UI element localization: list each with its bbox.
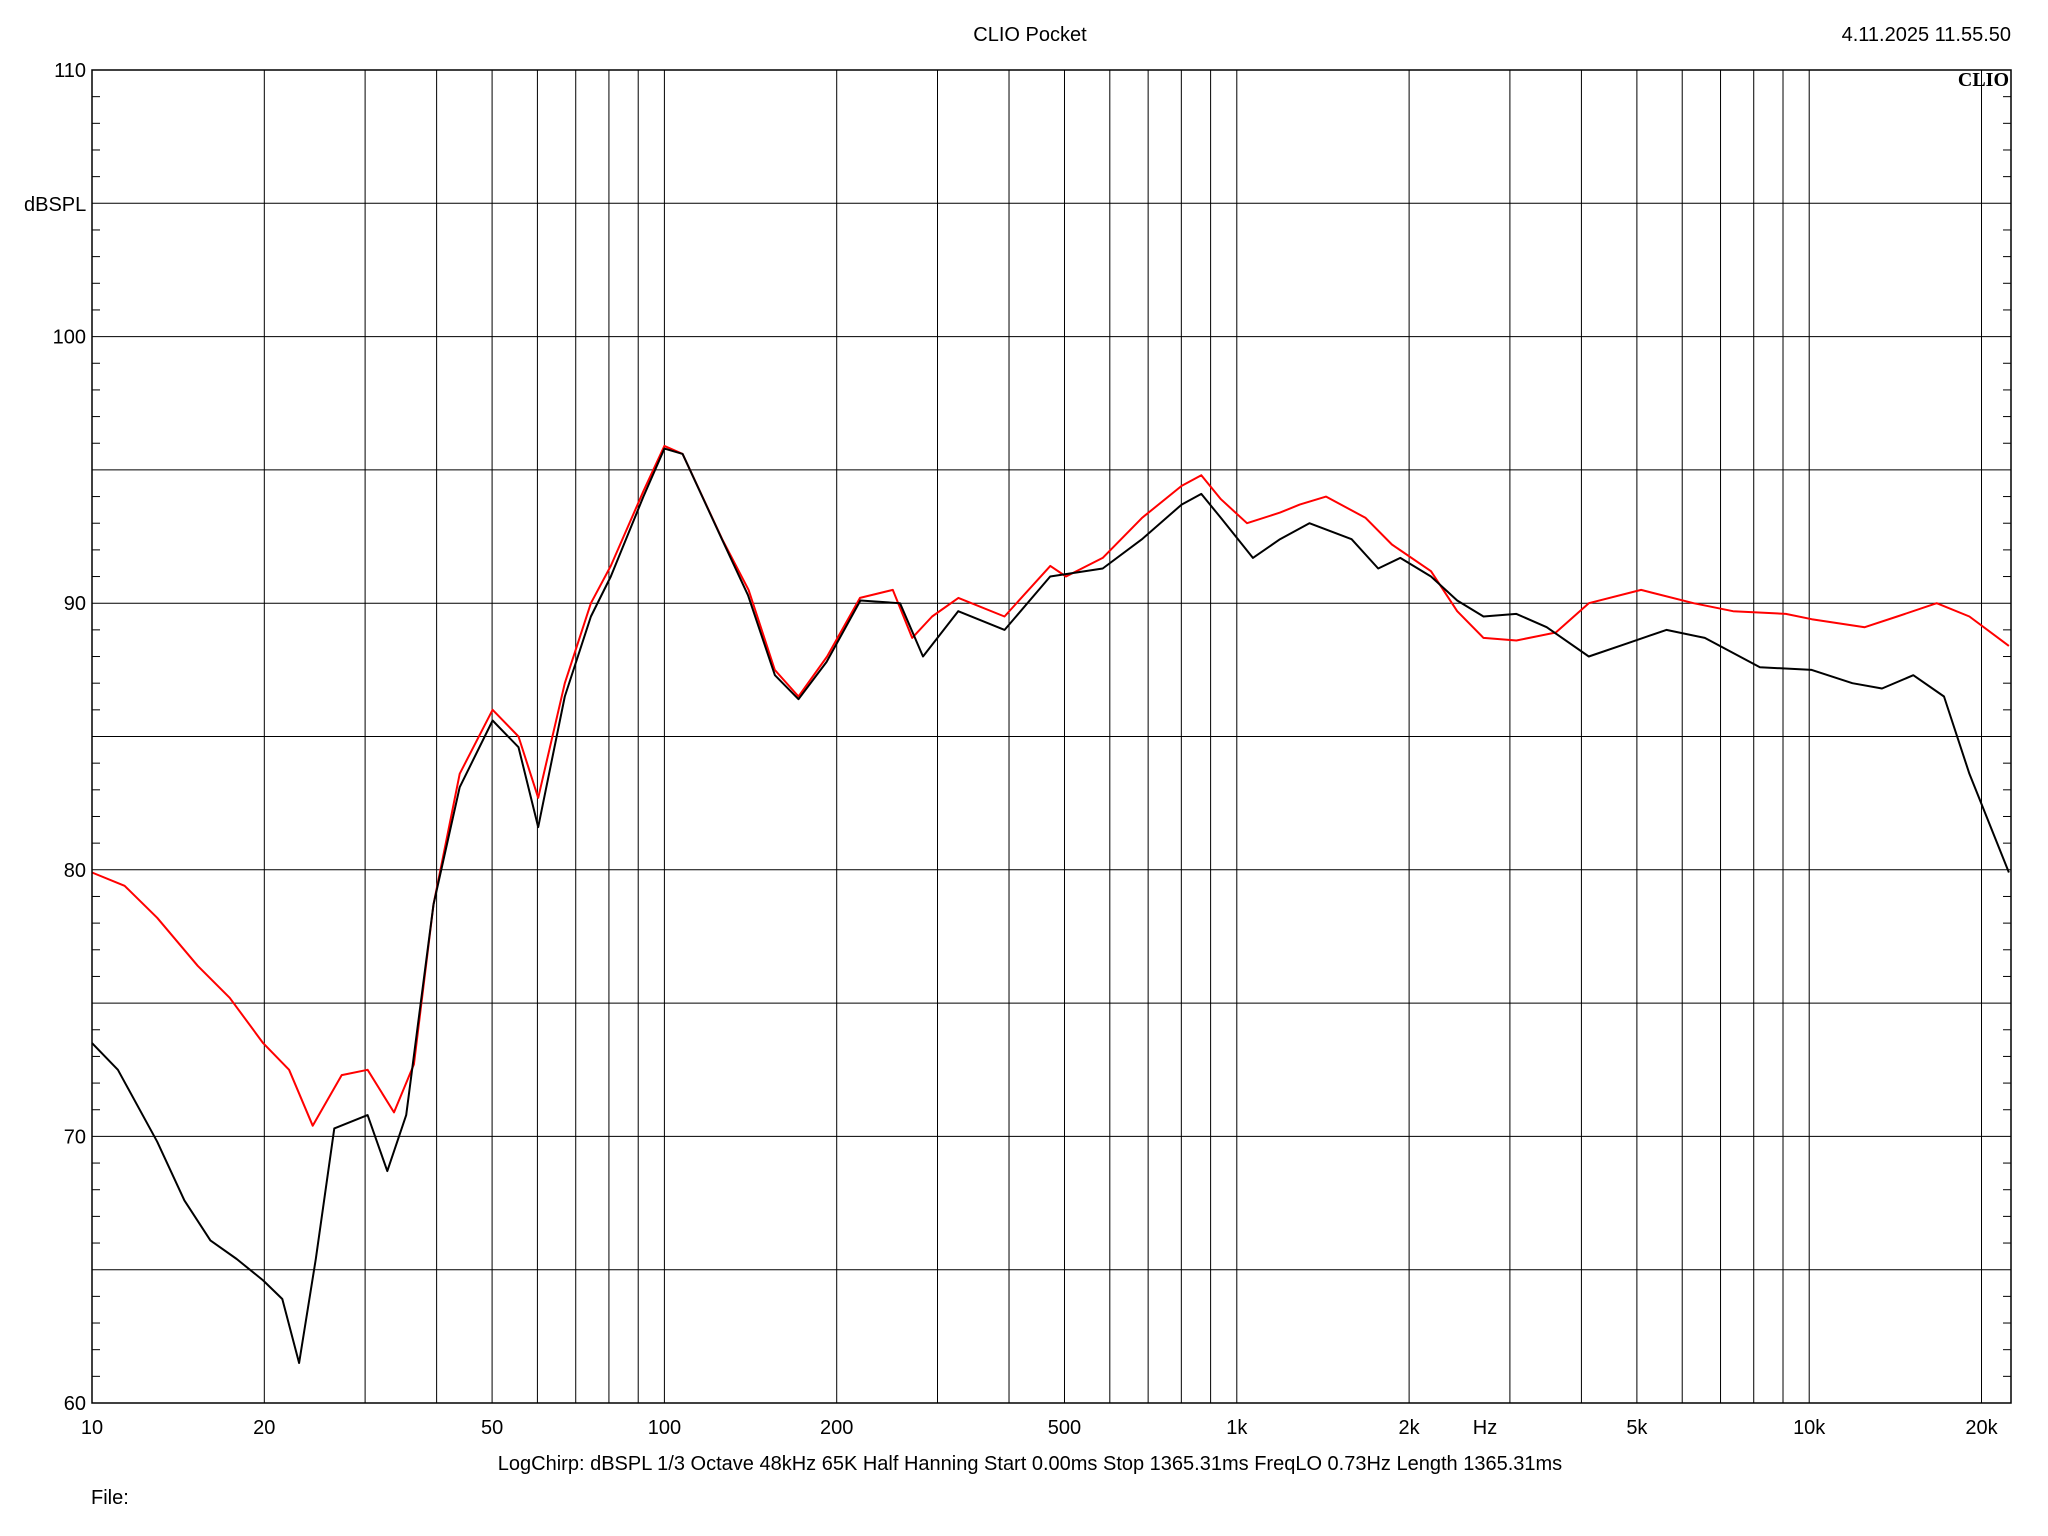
y-tick-label: 70: [64, 1126, 86, 1148]
setting-item: dBSPL: [585, 1453, 653, 1475]
setting-item: 1/3 Octave: [652, 1453, 754, 1475]
grid: [92, 69, 2011, 1404]
measurement-settings: LogChirp: dBSPL 1/3 Octave 48kHz 65K Hal…: [498, 1453, 1562, 1475]
y-axis-label: dBSPL: [24, 194, 86, 216]
x-tick-labels: 10 20 50 100 200 500 1k 2k 5k 10k 20k: [81, 1417, 1999, 1439]
x-tick-label: 50: [481, 1417, 503, 1439]
series-group: [91, 444, 2010, 1364]
y-tick-label: 100: [53, 327, 86, 349]
y-tick-labels: 60 70 80 90 100 110: [53, 60, 86, 1415]
y-tick-label: 90: [64, 593, 86, 615]
x-axis-label: Hz: [1473, 1417, 1497, 1439]
chart-title: CLIO Pocket: [973, 24, 1087, 46]
x-tick-label: 20k: [1965, 1417, 1998, 1439]
plot-frame: [91, 69, 2012, 1404]
setting-item: Stop 1365.31ms: [1097, 1453, 1248, 1475]
series-line-black: [91, 447, 2010, 1364]
file-label: File:: [91, 1487, 129, 1509]
x-tick-label: 5k: [1626, 1417, 1648, 1439]
x-tick-label: 200: [820, 1417, 853, 1439]
x-tick-label: 2k: [1399, 1417, 1421, 1439]
x-tick-label: 10k: [1793, 1417, 1826, 1439]
setting-item: FreqLO 0.73Hz: [1249, 1453, 1391, 1475]
y-tick-label: 110: [54, 60, 86, 82]
setting-item: 65K: [816, 1453, 858, 1475]
setting-item: 48kHz: [754, 1453, 816, 1475]
timestamp: 4.11.2025 11.55.50: [1842, 24, 2011, 46]
series-line-red: [91, 444, 2010, 1127]
y-tick-label: 60: [64, 1393, 86, 1415]
x-tick-label: 10: [81, 1417, 103, 1439]
x-tick-label: 20: [253, 1417, 275, 1439]
x-tick-label: 100: [648, 1417, 681, 1439]
x-tick-label: 1k: [1226, 1417, 1248, 1439]
setting-item: Half Hanning: [857, 1453, 978, 1475]
setting-item: LogChirp:: [498, 1453, 585, 1475]
setting-item: Start 0.00ms: [978, 1453, 1097, 1475]
setting-item: Length 1365.31ms: [1391, 1453, 1562, 1475]
x-tick-label: 500: [1048, 1417, 1081, 1439]
y-tick-label: 80: [64, 860, 86, 882]
clio-logo: CLIO: [1958, 69, 2009, 91]
